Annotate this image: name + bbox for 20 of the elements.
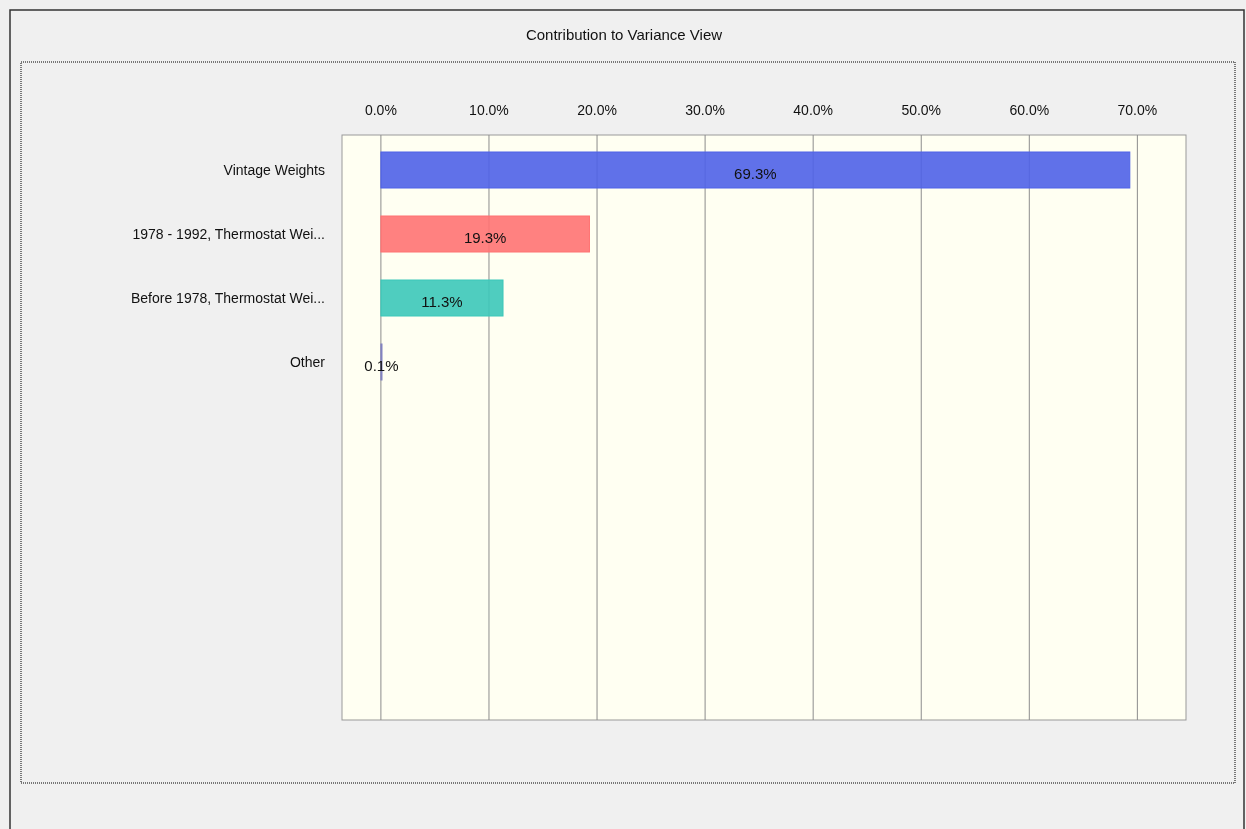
y-tick-label: 1978 - 1992, Thermostat Wei... <box>132 226 325 242</box>
x-tick-label: 10.0% <box>469 102 509 118</box>
x-tick-label: 0.0% <box>364 102 397 118</box>
data-label: 19.3% <box>463 229 507 246</box>
x-tick-label: 50.0% <box>901 102 942 118</box>
x-tick-label: 60.0% <box>1009 102 1050 118</box>
y-tick-label: Before 1978, Thermostat Wei... <box>130 290 325 306</box>
chart-title: Contribution to Variance View <box>525 26 723 43</box>
bar <box>380 151 1131 189</box>
data-label: 0.1% <box>364 357 399 374</box>
data-label: 69.3% <box>734 165 777 182</box>
y-tick-label: Other <box>289 354 326 370</box>
x-tick-label: 20.0% <box>577 102 617 118</box>
x-tick-label: 70.0% <box>1117 102 1158 118</box>
x-tick-label: 30.0% <box>685 102 725 118</box>
y-tick-label: Vintage Weights <box>223 162 325 178</box>
data-label: 11.3% <box>421 293 463 310</box>
bar <box>380 279 504 317</box>
bar <box>380 215 590 253</box>
x-tick-label: 40.0% <box>793 102 834 118</box>
